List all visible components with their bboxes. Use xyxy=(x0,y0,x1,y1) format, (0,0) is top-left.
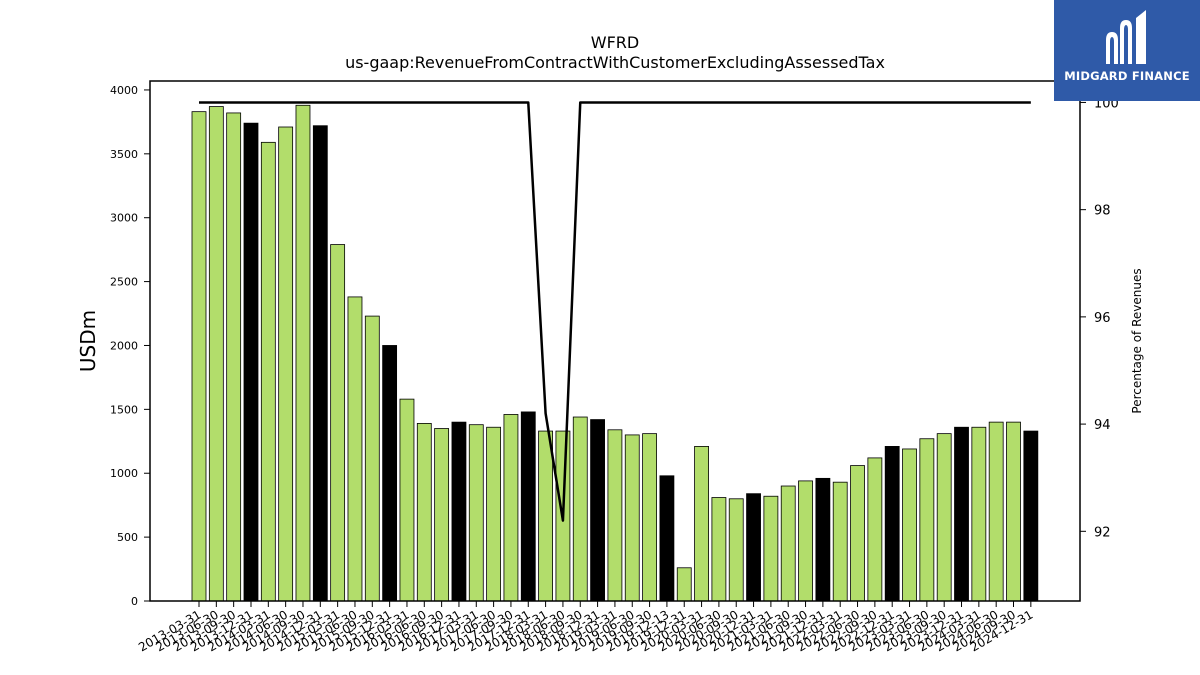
bar-2022-12-31 xyxy=(884,446,900,602)
y2-tick-label: 96 xyxy=(1094,311,1111,326)
bar-2016-06-30 xyxy=(416,423,432,602)
bar-2018-12-31 xyxy=(590,419,605,602)
bar-2017-03-31 xyxy=(468,424,484,602)
bar-2019-09-30 xyxy=(642,433,657,602)
bars-group xyxy=(191,104,1039,602)
bar-2015-09-30 xyxy=(364,315,380,602)
bar-2020-09-30 xyxy=(728,498,744,602)
y-tick-label: 4000 xyxy=(110,84,138,97)
bar-2020-12-31 xyxy=(746,493,761,602)
x-axis: 2013-03-312013-06-302013-09-302013-12-31… xyxy=(136,601,1035,654)
bar-2023-09-30 xyxy=(936,433,952,602)
bar-2017-06-30 xyxy=(486,426,502,602)
bar-2019-03-31 xyxy=(607,429,623,602)
bar-2018-09-30 xyxy=(572,416,588,602)
bar-2022-09-30 xyxy=(867,457,883,602)
y-tick-label: 2000 xyxy=(110,339,138,352)
chart-subtitle: us-gaap:RevenueFromContractWithCustomerE… xyxy=(345,53,885,72)
bar-2019-12-31 xyxy=(676,567,692,602)
bar-2024-06-30 xyxy=(988,421,1004,602)
bar-2015-03-31 xyxy=(330,244,346,602)
y-axis-label: USDm xyxy=(76,310,100,372)
y-axis-left: 0 500 1000 1500 2000 2500 3000 3500 4000 xyxy=(110,84,150,608)
bar-2021-06-30 xyxy=(780,485,796,602)
bar-2014-09-30 xyxy=(295,104,311,602)
y-tick-label: 3000 xyxy=(110,212,138,225)
bar-2016-03-31 xyxy=(399,398,415,602)
bar-2020-06-30 xyxy=(711,497,727,602)
bar-2021-12-31 xyxy=(815,477,831,602)
y2-tick-label: 94 xyxy=(1094,418,1111,433)
y2-axis-label: Percentage of Revenues xyxy=(1130,268,1144,413)
y-tick-label: 3500 xyxy=(110,148,138,161)
bar-2024-09-30 xyxy=(1006,421,1021,602)
bar-2024-03-31 xyxy=(971,426,987,602)
y2-tick-label: 92 xyxy=(1094,525,1111,540)
bar-2016-12-31 xyxy=(451,421,467,602)
y-tick-label: 0 xyxy=(131,595,138,608)
bar-2015-06-30 xyxy=(347,296,363,602)
brand-logo: MIDGARD FINANCE xyxy=(1054,0,1200,101)
bar-2014-03-31 xyxy=(260,141,276,602)
bar-2024-12-31 xyxy=(1023,430,1039,602)
bar-2023-03-31 xyxy=(902,448,917,602)
bar-2017-09-30 xyxy=(503,414,519,602)
percentage-line-group xyxy=(199,101,1031,522)
bar-2013-03-31 xyxy=(191,111,207,602)
bar-2016-09-30 xyxy=(434,428,450,602)
bar-2022-06-30 xyxy=(850,465,865,602)
y2-tick-label: 98 xyxy=(1094,204,1111,219)
chart-title: WFRD xyxy=(591,33,639,52)
midgard-logo-icon xyxy=(1106,10,1146,64)
percentage-of-revenues-line xyxy=(199,101,1031,522)
bar-2013-06-30 xyxy=(208,106,224,602)
bar-2019-12-13 xyxy=(659,475,675,602)
bar-2015-12-31 xyxy=(382,345,398,602)
y-tick-label: 1000 xyxy=(110,467,138,480)
bar-2013-09-30 xyxy=(226,112,242,602)
bar-2018-03-31 xyxy=(538,430,553,602)
bar-2023-06-30 xyxy=(919,438,935,602)
brand-name: MIDGARD FINANCE xyxy=(1064,69,1190,83)
bar-2021-09-30 xyxy=(798,480,813,602)
bar-2019-06-30 xyxy=(624,434,640,602)
bar-2014-12-31 xyxy=(312,125,328,602)
y-tick-label: 2500 xyxy=(110,276,138,289)
bar-2021-03-31 xyxy=(763,495,779,602)
y-tick-label: 1500 xyxy=(110,403,138,416)
bar-2014-06-30 xyxy=(278,126,294,602)
bar-2013-12-31 xyxy=(243,122,259,602)
bar-2023-12-31 xyxy=(954,426,969,602)
bar-2022-03-31 xyxy=(832,481,848,602)
bar-2017-12-31 xyxy=(520,411,536,602)
bar-2020-03-31 xyxy=(694,446,709,602)
y-tick-label: 500 xyxy=(117,531,138,544)
